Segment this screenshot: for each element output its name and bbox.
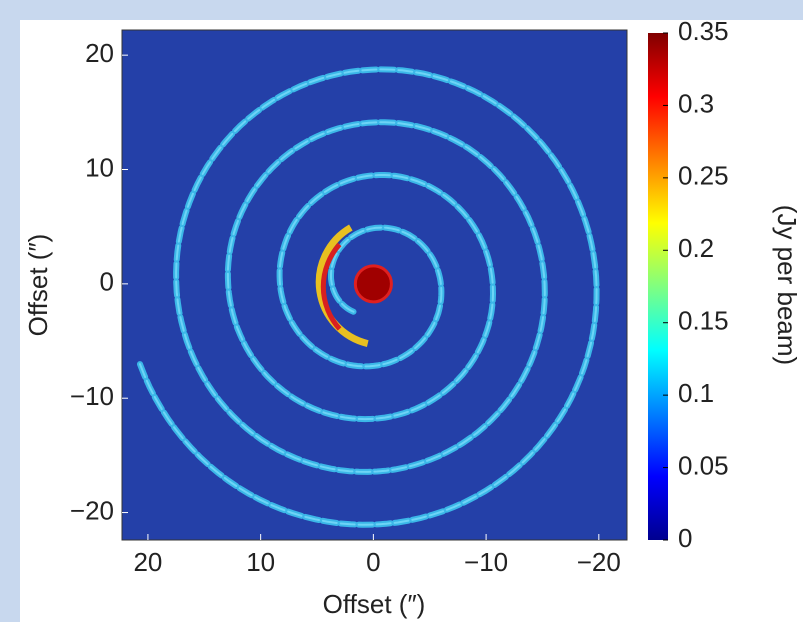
colorbar-label: (Jy per beam) (772, 205, 802, 365)
y-tick-label: −20 (70, 495, 114, 525)
map (136, 66, 600, 528)
x-tick-label: 0 (366, 547, 380, 577)
spiral-arm (138, 68, 598, 526)
plot-frame (121, 29, 628, 541)
x-tick-label: −20 (577, 547, 621, 577)
x-axis-label: Offset (″) (323, 589, 426, 619)
central-source (353, 264, 393, 304)
inner-arc (315, 224, 369, 348)
colorbar-tick-label: 0.2 (678, 233, 714, 263)
colorbar-tick-label: 0.05 (678, 450, 729, 480)
colorbar-tick-label: 0.3 (678, 88, 714, 118)
colorbar-tick-label: 0.15 (678, 306, 729, 336)
x-tick-label: 10 (246, 547, 275, 577)
y-axis-label: Offset (″) (23, 234, 53, 337)
y-tick-label: 20 (85, 38, 114, 68)
y-tick-label: −10 (70, 381, 114, 411)
colorbar-tick-label: 0.35 (678, 16, 729, 46)
x-tick-label: 20 (133, 547, 162, 577)
y-tick-label: 10 (85, 152, 114, 182)
x-tick-label: −10 (464, 547, 508, 577)
colorbar-tick-label: 0.1 (678, 378, 714, 408)
colorbar-tick-label: 0.25 (678, 161, 729, 191)
inner-arc-core (320, 242, 342, 331)
y-tick-label: 0 (100, 267, 114, 297)
colorbar-tick-label: 0 (678, 523, 692, 553)
colorbar (648, 33, 668, 540)
